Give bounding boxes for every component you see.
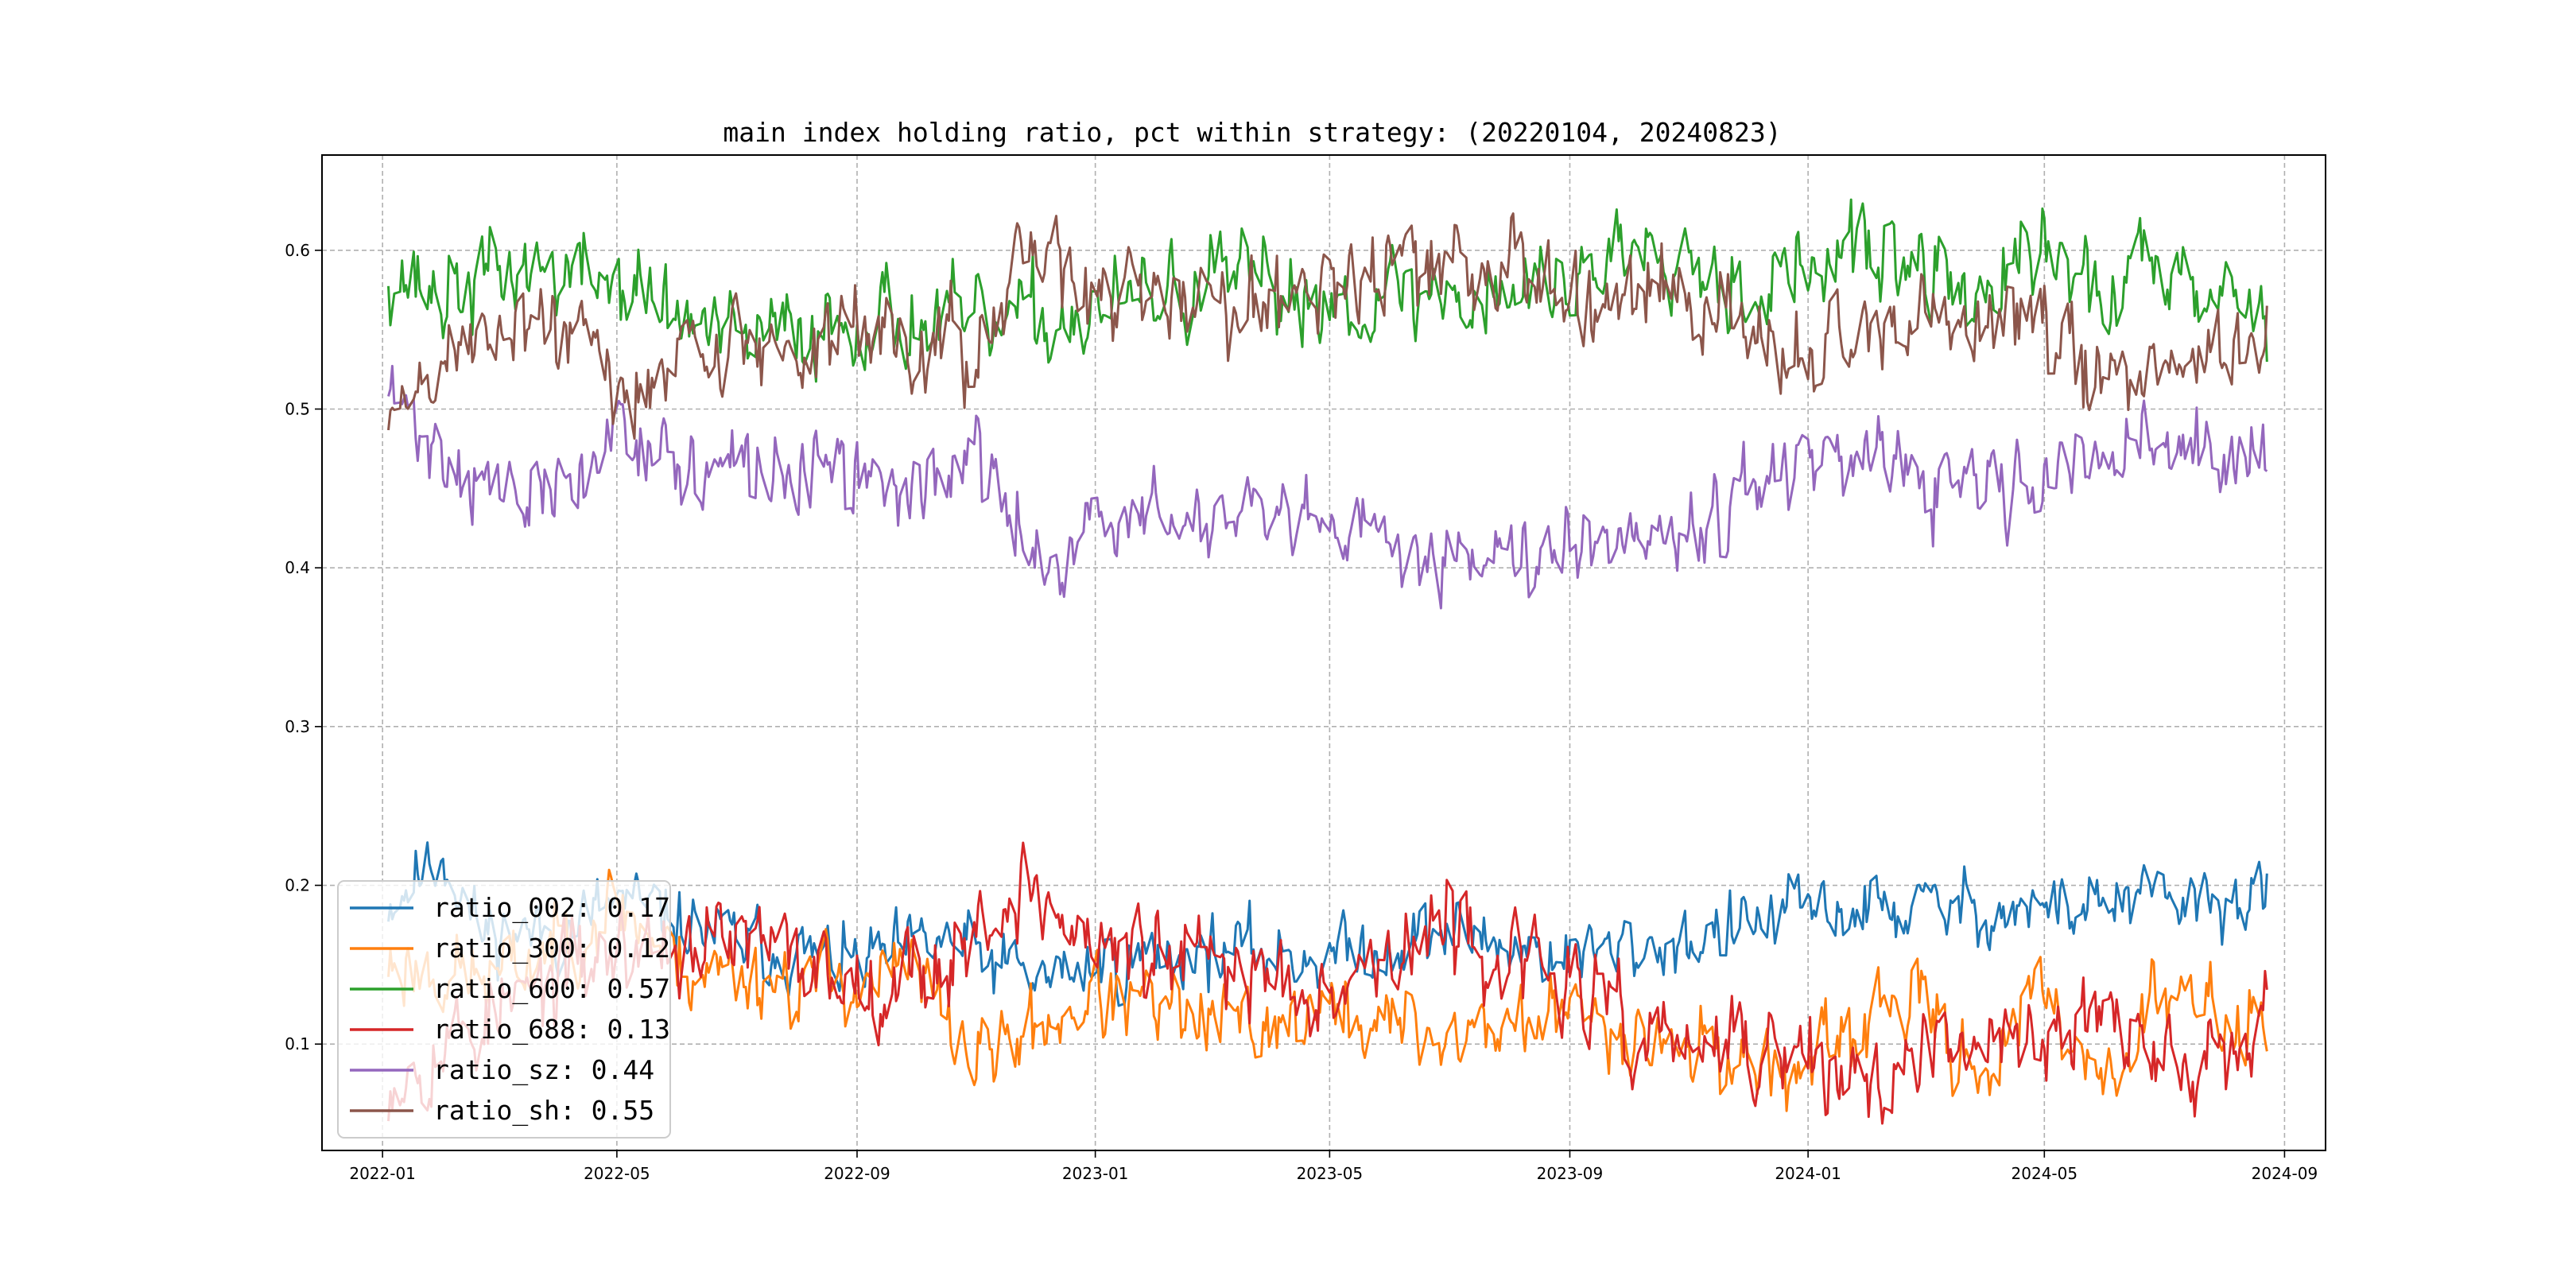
- chart-title: main index holding ratio, pct within str…: [723, 117, 1781, 148]
- x-tick-label: 2023-01: [1062, 1164, 1129, 1183]
- y-tick-label: 0.6: [285, 241, 310, 260]
- y-tick-label: 0.1: [285, 1034, 310, 1053]
- legend-label: ratio_002: 0.17: [433, 892, 670, 924]
- series-line-ratio-688: [387, 841, 2268, 1125]
- x-tick-label: 2024-09: [2252, 1164, 2318, 1183]
- legend: ratio_002: 0.17 ratio_300: 0.12 ratio_600:…: [337, 880, 671, 1139]
- x-tick-label: 2022-05: [584, 1164, 650, 1183]
- legend-label: ratio_300: 0.12: [433, 933, 670, 964]
- series-lines: [387, 198, 2268, 1125]
- legend-label: ratio_688: 0.13: [433, 1014, 670, 1046]
- x-tick-label: 2022-09: [824, 1164, 890, 1183]
- series-line-ratio-002: [387, 841, 2268, 1007]
- y-tick-label: 0.2: [285, 876, 310, 895]
- x-tick-label: 2023-09: [1537, 1164, 1604, 1183]
- legend-label: ratio_600: 0.57: [433, 973, 670, 1005]
- y-tick-label: 0.5: [285, 399, 310, 418]
- y-tick-label: 0.3: [285, 717, 310, 736]
- x-tick-label: 2024-01: [1775, 1164, 1841, 1183]
- x-tick-label: 2023-05: [1297, 1164, 1364, 1183]
- series-line-ratio-600: [387, 198, 2268, 383]
- x-tick-label: 2024-05: [2012, 1164, 2078, 1183]
- axes-frame: [321, 154, 2326, 1151]
- axis-ticks: 2022-01 2022-05 2022-09 2023-01 2023-05 2023-…: [285, 241, 2318, 1183]
- legend-label: ratio_sz: 0.44: [433, 1054, 654, 1086]
- x-tick-label: 2022-01: [349, 1164, 416, 1183]
- legend-label: ratio_sh: 0.55: [433, 1095, 654, 1127]
- series-line-ratio-sz: [387, 364, 2268, 610]
- series-line-ratio-sh: [387, 212, 2268, 440]
- y-tick-label: 0.4: [285, 558, 310, 577]
- legend-box: [337, 880, 671, 1139]
